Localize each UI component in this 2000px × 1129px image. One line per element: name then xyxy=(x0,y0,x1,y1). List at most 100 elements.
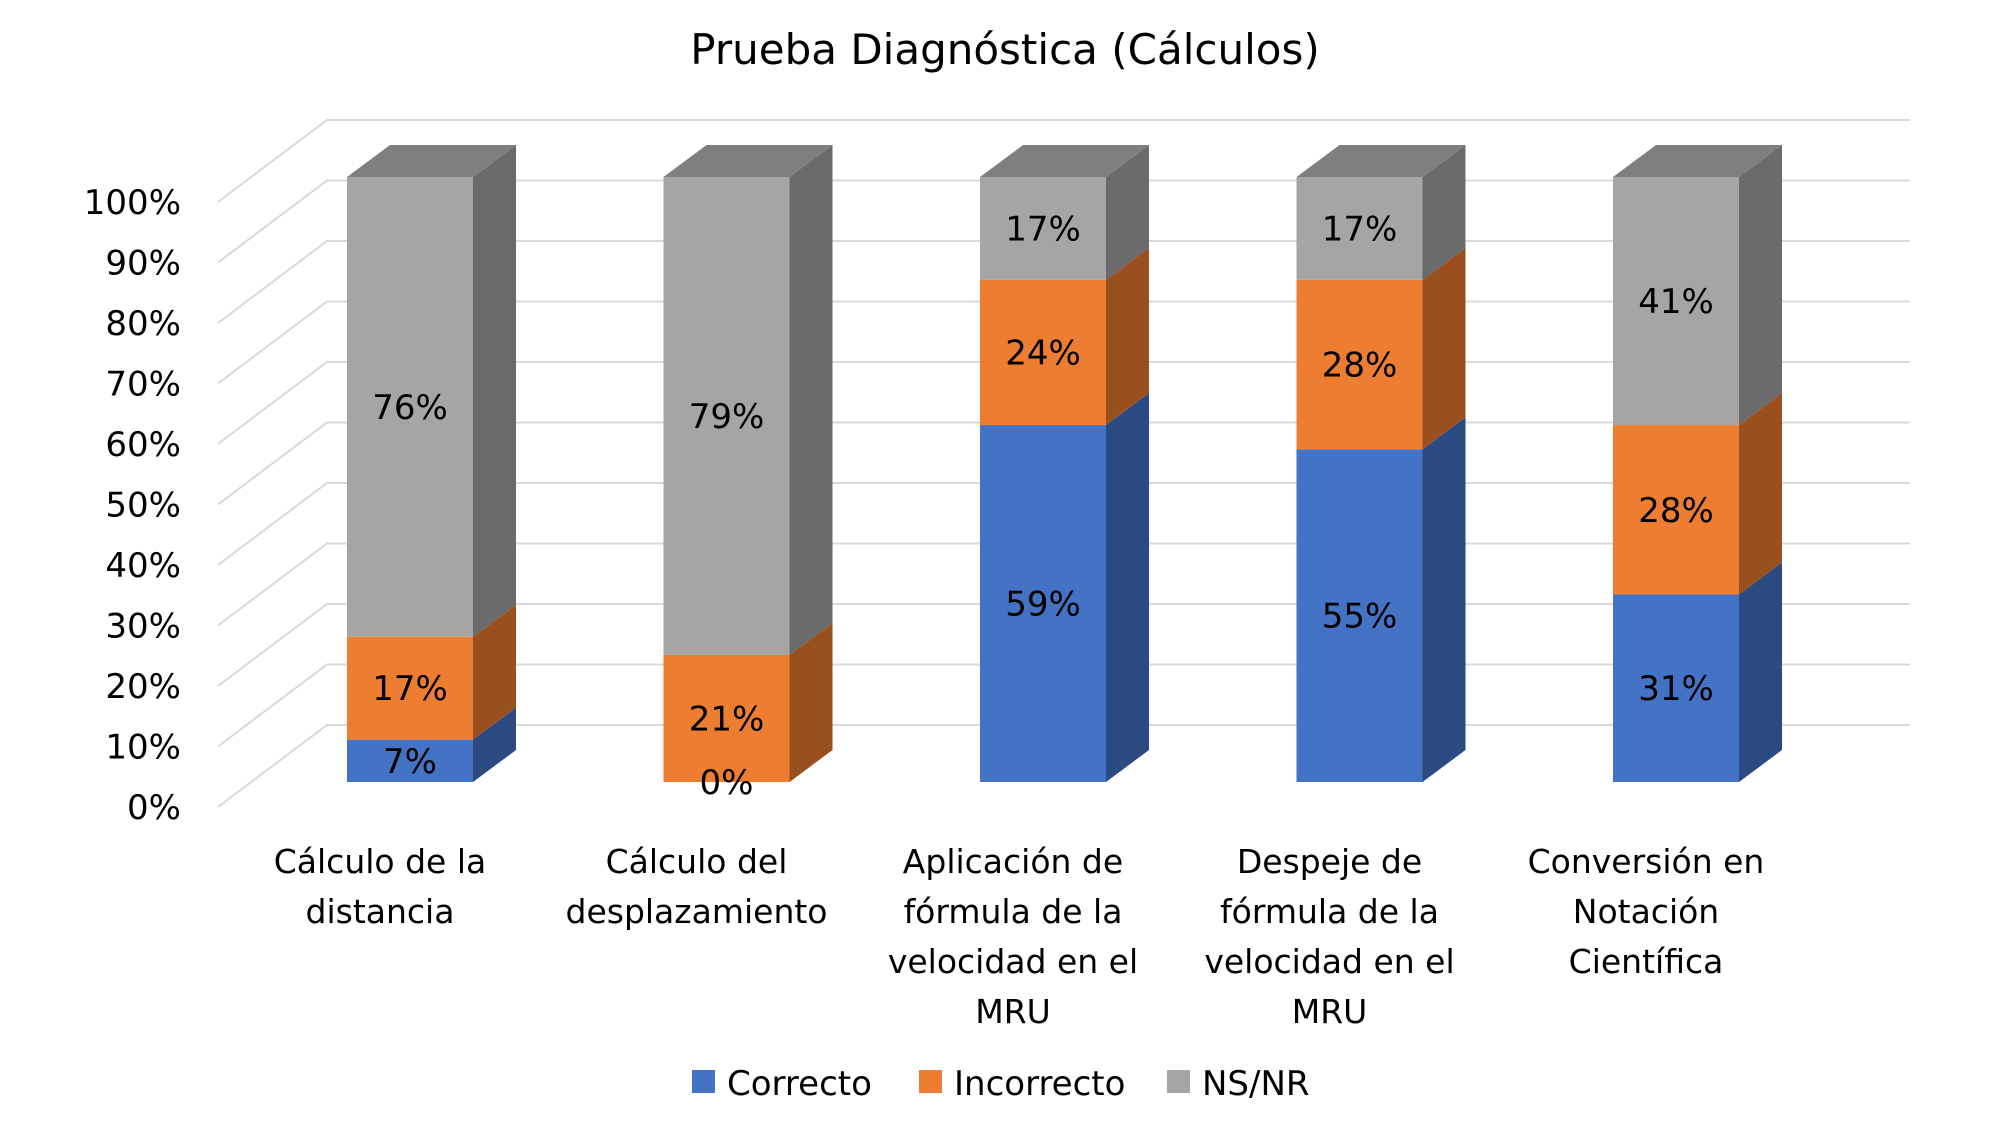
x-category-label-line: MRU xyxy=(975,992,1051,1031)
data-label: 76% xyxy=(372,388,448,428)
y-tick-label: 70% xyxy=(105,365,181,405)
x-category-label: Conversión en Notación Científica xyxy=(1528,842,1765,981)
bar-side-nsnr xyxy=(1739,145,1782,426)
data-label: 31% xyxy=(1638,669,1714,709)
data-label: 17% xyxy=(372,669,448,709)
legend-swatch xyxy=(692,1070,715,1093)
x-category-label-line: Científica xyxy=(1569,942,1724,981)
data-label: 41% xyxy=(1638,282,1714,322)
x-category-label: Cálculo del desplazamiento xyxy=(566,842,828,931)
bar-segment-correcto xyxy=(980,425,1106,782)
data-label: 28% xyxy=(1638,491,1714,531)
bar-segment-incorrecto xyxy=(347,636,473,740)
bar-top xyxy=(347,145,516,177)
y-tick-label: 0% xyxy=(127,788,181,828)
bar-segment-incorrecto xyxy=(1613,425,1739,595)
y-tick-label: 80% xyxy=(105,304,181,344)
data-label: 7% xyxy=(383,742,437,782)
y-tick-label: 100% xyxy=(84,183,181,223)
x-category-label: Aplicación de fórmula de la velocidad en e… xyxy=(888,842,1138,1031)
bar-top xyxy=(1296,145,1466,177)
data-label: 0% xyxy=(700,763,754,803)
bar-side-correcto xyxy=(473,707,516,782)
bar-side-correcto xyxy=(1106,393,1149,782)
data-label: 17% xyxy=(1005,209,1081,249)
x-category-label-line: Conversión en xyxy=(1528,842,1765,881)
bar-side-incorrecto xyxy=(473,604,516,740)
x-category-label: Despeje de fórmula de la velocidad en el MR… xyxy=(1204,842,1454,1031)
bar-stack xyxy=(347,145,516,782)
x-category-label-line: Aplicación de xyxy=(903,842,1123,881)
y-tick-label: 20% xyxy=(105,667,181,707)
bar-side-correcto xyxy=(1739,562,1782,782)
x-category-label-line: desplazamiento xyxy=(566,892,828,931)
x-category-label-line: MRU xyxy=(1292,992,1368,1031)
chart-title: Prueba Diagnóstica (Cálculos) xyxy=(690,25,1319,74)
x-category-label-line: Notación xyxy=(1573,892,1719,931)
legend-swatch xyxy=(1167,1070,1190,1093)
data-label: 55% xyxy=(1322,597,1398,637)
data-label: 59% xyxy=(1005,585,1081,625)
y-tick-label: 10% xyxy=(105,728,181,768)
y-tick-label: 30% xyxy=(105,607,181,647)
bar-segment-incorrecto xyxy=(980,279,1106,426)
x-category-label: Cálculo de la distancia xyxy=(274,842,486,931)
bar-top xyxy=(663,145,833,177)
bars xyxy=(347,145,1782,782)
bar-side-nsnr xyxy=(473,145,516,637)
x-category-label-line: fórmula de la xyxy=(1220,892,1439,931)
bar-stack xyxy=(1613,145,1782,782)
x-category-label-line: Cálculo de la xyxy=(274,842,486,881)
bar-side-incorrecto xyxy=(1106,247,1149,426)
y-axis: 0% 10% 20% 30% 40% 50% 60% 70% 80% 90% 100% xyxy=(84,183,181,828)
bar-segment-incorrecto xyxy=(1296,279,1423,450)
data-label: 17% xyxy=(1322,209,1398,249)
y-tick-label: 40% xyxy=(105,546,181,586)
bar-top xyxy=(1613,145,1782,177)
x-category-label-line: distancia xyxy=(306,892,455,931)
x-category-label-line: fórmula de la xyxy=(904,892,1123,931)
bar-segment-nsnr xyxy=(980,177,1106,280)
legend-item: NS/NR xyxy=(1167,1064,1310,1104)
y-tick-label: 60% xyxy=(105,425,181,465)
x-category-label-line: velocidad en el xyxy=(888,942,1138,981)
legend-label: NS/NR xyxy=(1202,1064,1310,1104)
bar-side-nsnr xyxy=(789,145,833,655)
bar-stack xyxy=(1296,145,1466,782)
legend-swatch xyxy=(919,1070,942,1093)
data-label: 28% xyxy=(1322,346,1398,386)
bar-stack xyxy=(980,145,1149,782)
x-category-label-line: Despeje de xyxy=(1237,842,1422,881)
legend-item: Correcto xyxy=(692,1064,872,1104)
x-category-label-line: Cálculo del xyxy=(606,842,788,881)
legend-label: Incorrecto xyxy=(954,1064,1125,1104)
bar-side-incorrecto xyxy=(1739,393,1782,595)
x-category-label-line: velocidad en el xyxy=(1204,942,1454,981)
x-axis: Cálculo de la distancia Cálculo del desplaz… xyxy=(274,842,1765,1031)
legend-label: Correcto xyxy=(727,1064,872,1104)
bar-segment-nsnr xyxy=(347,177,473,637)
bar-side-correcto xyxy=(1422,417,1466,782)
legend-item: Incorrecto xyxy=(919,1064,1125,1104)
bar-side-nsnr xyxy=(1422,145,1466,280)
bar-segment-correcto xyxy=(1296,449,1423,782)
bar-segment-nsnr xyxy=(1296,177,1423,280)
bar-segment-incorrecto xyxy=(663,654,790,782)
data-label: 79% xyxy=(689,397,765,437)
bar-segment-correcto xyxy=(347,739,473,782)
bar-top xyxy=(980,145,1149,177)
bar-stack xyxy=(663,145,833,782)
data-label: 21% xyxy=(689,699,765,739)
gridline xyxy=(217,119,1910,203)
bar-segment-nsnr xyxy=(663,177,790,655)
y-tick-label: 50% xyxy=(105,486,181,526)
y-tick-label: 90% xyxy=(105,244,181,284)
bar-segment-nsnr xyxy=(1613,177,1739,426)
bar-side-incorrecto xyxy=(1422,247,1466,450)
data-label: 24% xyxy=(1005,333,1081,373)
bar-side-incorrecto xyxy=(789,622,833,782)
legend: Correcto Incorrecto NS/NR xyxy=(692,1064,1310,1104)
bar-side-nsnr xyxy=(1106,145,1149,280)
